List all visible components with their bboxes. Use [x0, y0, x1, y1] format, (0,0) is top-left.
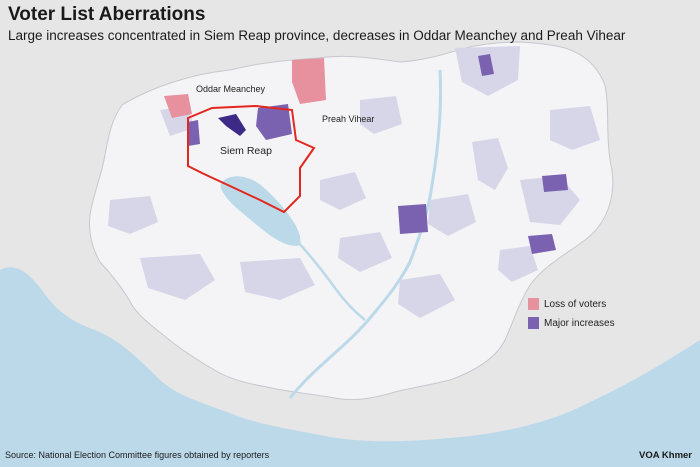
increase-swatch: [528, 317, 539, 329]
map-title: Voter List Aberrations: [8, 4, 206, 25]
loss-districts: [164, 58, 326, 118]
gulf-of-thailand: [0, 267, 700, 467]
legend-label-increase: Major increases: [544, 317, 615, 329]
tonle-sap-river: [295, 239, 366, 321]
legend-label-loss: Loss of voters: [544, 298, 607, 310]
siem-reap-outline: [187, 104, 316, 214]
legend-item-increase: Major increases: [528, 317, 615, 329]
legend-item-loss: Loss of voters: [528, 298, 615, 310]
map-subtitle: Large increases concentrated in Siem Rea…: [8, 28, 626, 43]
label-oddar-meanchey: Oddar Meanchey: [196, 84, 266, 94]
source-note: Source: National Election Committee figu…: [5, 450, 270, 460]
credit: VOA Khmer: [639, 450, 692, 461]
label-siem-reap: Siem Reap: [220, 145, 272, 157]
cambodia-land: [89, 41, 614, 401]
strong-increase-district: [218, 114, 246, 136]
label-preah-vihear: Preah Vihear: [322, 114, 374, 124]
tonle-sap-lake: [220, 176, 301, 246]
map-legend: Loss of voters Major increases: [528, 298, 615, 336]
mekong-river: [288, 69, 443, 399]
increase-districts: [188, 54, 568, 254]
loss-swatch: [528, 298, 539, 310]
